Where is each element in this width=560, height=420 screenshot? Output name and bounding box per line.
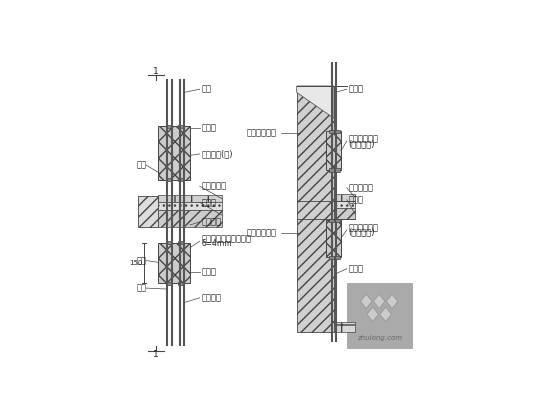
Text: 接线箱: 接线箱 [201,268,216,276]
Bar [334,201,355,208]
Text: 接线箱: 接线箱 [201,123,216,133]
Bar [334,130,340,133]
Text: 1: 1 [153,67,159,76]
Bar [334,256,340,259]
Bar [329,130,334,133]
Text: 回土层: 回土层 [348,195,363,204]
Bar [178,125,184,128]
Text: 内渣密封材料: 内渣密封材料 [348,223,379,232]
Text: 1: 1 [153,350,159,359]
Polygon shape [380,307,391,321]
Polygon shape [374,294,385,308]
Text: δ=4mm: δ=4mm [201,239,232,248]
Bar [178,241,184,244]
Text: 根母: 根母 [137,284,147,293]
Bar [158,210,222,227]
Text: 染毒区: 染毒区 [348,85,363,94]
Bar [297,86,334,332]
Bar [158,126,190,180]
Text: (石棉沥青): (石棉沥青) [348,228,375,236]
Bar [166,178,172,181]
Bar [166,241,172,244]
Bar [334,168,340,172]
Bar [158,195,222,202]
Polygon shape [297,86,334,118]
Polygon shape [367,307,379,321]
Text: 地下工事墙壁: 地下工事墙壁 [246,228,277,238]
Text: 钢管: 钢管 [201,85,211,94]
Bar [347,283,412,348]
Bar [158,202,222,210]
Text: (石棉沥青): (石棉沥青) [348,139,375,148]
Bar [329,256,334,259]
Text: 回土层: 回土层 [201,198,216,207]
Bar [158,243,190,283]
Bar [166,125,172,128]
Bar [326,220,341,257]
Bar [178,282,184,285]
Bar [138,196,158,227]
Text: 密闭肋与结构钢筋焊牢: 密闭肋与结构钢筋焊牢 [201,234,251,243]
Bar [334,322,355,332]
Text: 焊接: 焊接 [137,161,147,170]
Polygon shape [386,294,398,308]
Text: 室内地坪层: 室内地坪层 [201,182,226,191]
Bar [178,178,184,181]
Text: 室内地坪层: 室内地坪层 [348,184,374,192]
Bar [329,218,334,222]
Text: 150: 150 [129,260,142,266]
Bar [334,208,355,218]
Text: 镀锌钢管: 镀锌钢管 [201,217,221,226]
Bar [329,168,334,172]
Text: 护口: 护口 [137,256,147,265]
Text: 地下建筑墙壁: 地下建筑墙壁 [246,129,277,137]
Text: 内填密封材料: 内填密封材料 [348,134,379,144]
Bar [334,218,340,222]
Text: zhulong.com: zhulong.com [357,335,402,341]
Bar [166,282,172,285]
Text: 抗力胖图(六): 抗力胖图(六) [201,150,233,158]
Bar [334,194,355,201]
Bar [326,131,341,170]
Text: 普通钢管: 普通钢管 [201,293,221,302]
Polygon shape [361,294,372,308]
Text: 清洁区: 清洁区 [348,264,363,273]
